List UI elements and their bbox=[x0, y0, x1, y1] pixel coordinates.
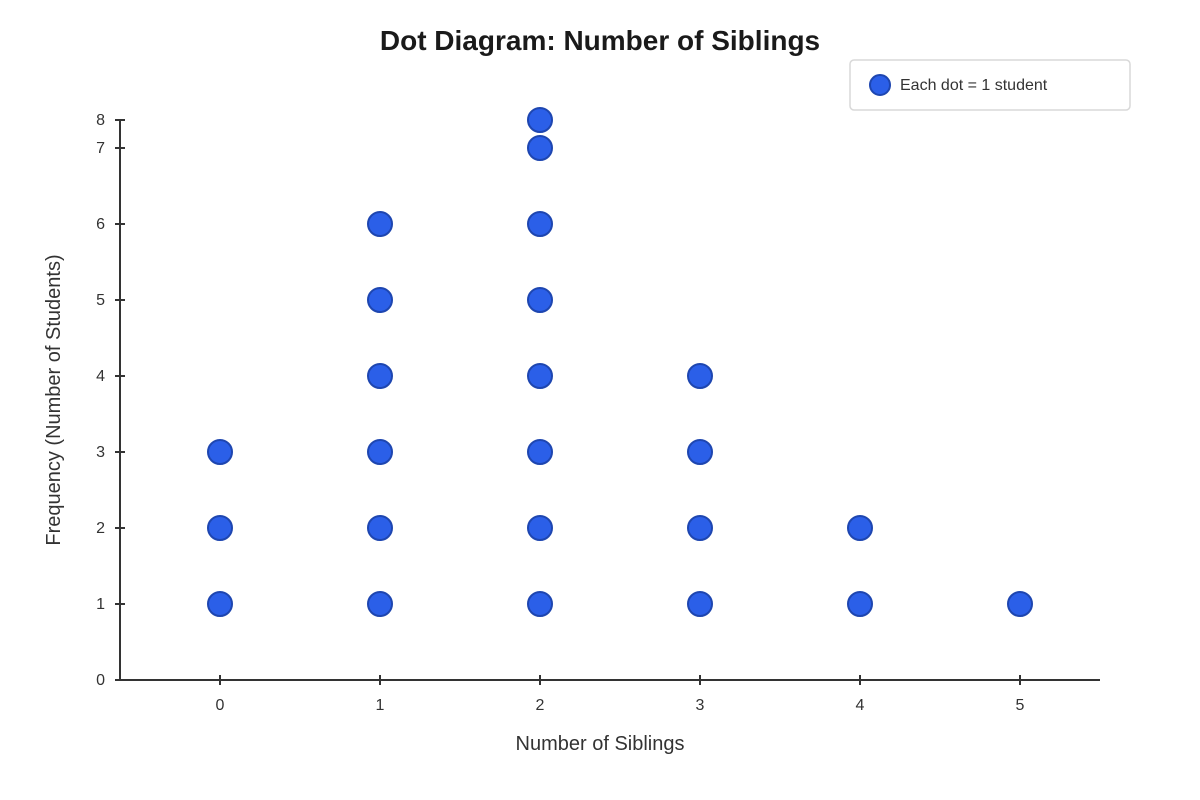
y-axis: 0 1 2 3 4 5 6 7 8 bbox=[96, 112, 125, 689]
data-dot bbox=[687, 439, 713, 465]
data-dot bbox=[1007, 591, 1033, 617]
y-tick-label: 3 bbox=[96, 444, 105, 461]
chart-title: Dot Diagram: Number of Siblings bbox=[380, 25, 820, 56]
y-tick-label: 1 bbox=[96, 596, 105, 613]
data-dot bbox=[687, 515, 713, 541]
data-dot bbox=[527, 135, 553, 161]
data-dot bbox=[527, 591, 553, 617]
y-tick-label: 2 bbox=[96, 520, 105, 537]
data-dot bbox=[527, 211, 553, 237]
x-axis-title: Number of Siblings bbox=[516, 733, 685, 755]
data-dot bbox=[687, 591, 713, 617]
x-tick-label: 1 bbox=[376, 697, 385, 714]
y-tick-label: 8 bbox=[96, 112, 105, 129]
y-axis-title: Frequency (Number of Students) bbox=[43, 254, 65, 545]
data-dot bbox=[527, 439, 553, 465]
data-dot bbox=[527, 363, 553, 389]
x-tick-label: 2 bbox=[536, 697, 545, 714]
data-dot bbox=[367, 211, 393, 237]
legend-label: Each dot = 1 student bbox=[900, 77, 1048, 94]
y-tick-label: 4 bbox=[96, 368, 105, 385]
dots-layer bbox=[207, 107, 1033, 617]
data-dot bbox=[847, 591, 873, 617]
data-dot bbox=[367, 591, 393, 617]
data-dot bbox=[367, 515, 393, 541]
legend-dot-icon bbox=[869, 74, 891, 96]
data-dot bbox=[367, 363, 393, 389]
data-dot bbox=[207, 515, 233, 541]
data-dot bbox=[847, 515, 873, 541]
data-dot bbox=[367, 439, 393, 465]
x-tick-label: 5 bbox=[1016, 697, 1025, 714]
data-dot bbox=[527, 107, 553, 133]
legend-box bbox=[849, 59, 1131, 111]
data-dot bbox=[687, 363, 713, 389]
y-tick-label: 0 bbox=[96, 672, 105, 689]
y-tick-label: 5 bbox=[96, 292, 105, 309]
y-tick-label: 7 bbox=[96, 140, 105, 157]
data-dot bbox=[367, 287, 393, 313]
x-tick-label: 0 bbox=[216, 697, 225, 714]
data-dot bbox=[527, 287, 553, 313]
y-tick-label: 6 bbox=[96, 216, 105, 233]
legend: Each dot = 1 student bbox=[849, 59, 1131, 111]
data-dot bbox=[527, 515, 553, 541]
x-axis: 0 1 2 3 4 5 bbox=[120, 675, 1100, 714]
x-tick-label: 4 bbox=[856, 697, 865, 714]
data-dot bbox=[207, 591, 233, 617]
x-tick-label: 3 bbox=[696, 697, 705, 714]
data-dot bbox=[207, 439, 233, 465]
